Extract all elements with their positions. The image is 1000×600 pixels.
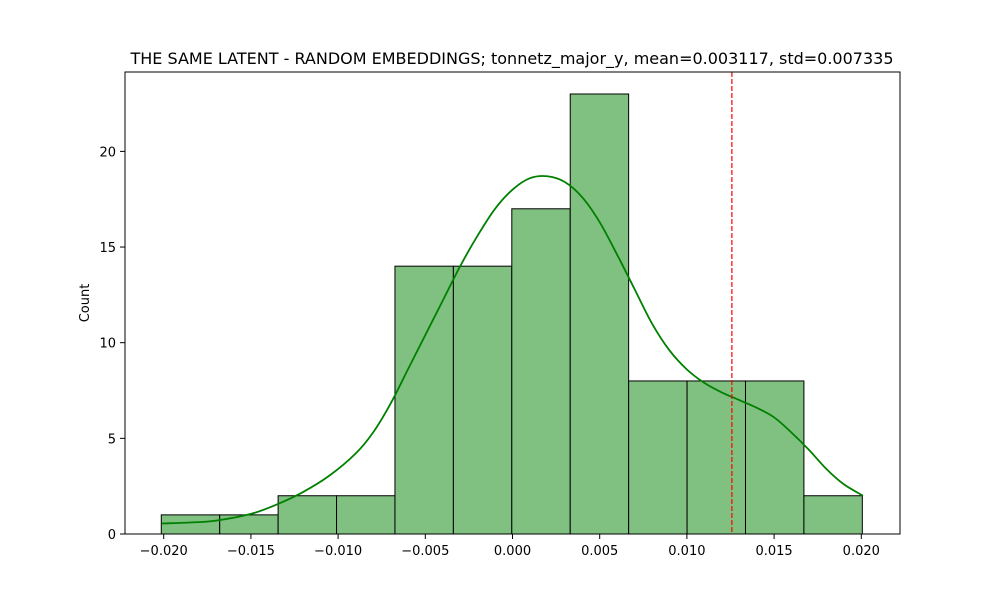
x-tick-label: 0.010 [668,544,705,559]
histogram-bar [452,265,513,535]
histogram-bar [511,208,571,535]
x-tick-label: −0.005 [401,544,449,559]
histogram-bar [744,380,805,535]
y-axis-label: Count [78,284,93,323]
y-axis: 0 5 10 15 20 [99,145,125,543]
y-tick-label: 15 [99,241,116,256]
x-tick-label: 0.020 [843,544,880,559]
kde-layer [161,175,864,525]
y-tick-label: 20 [99,145,116,160]
y-tick-label: 0 [108,528,116,543]
histogram-bar [569,93,630,535]
histogram-bar [628,380,688,535]
kde-line [161,175,864,525]
x-tick-label: 0.000 [494,544,531,559]
histogram-bar [686,380,746,535]
chart-title: THE SAME LATENT - RANDOM EMBEDDINGS; ton… [129,49,893,69]
histogram-bar [336,495,396,535]
histogram-bar [160,514,221,535]
x-tick-label: 0.015 [755,544,792,559]
histogram-bar [803,495,863,535]
histogram-bar [277,495,338,535]
y-tick-label: 5 [108,432,116,447]
x-tick-label: −0.010 [314,544,362,559]
histogram-bar [394,265,454,535]
x-tick-label: −0.020 [140,544,188,559]
histogram-bar [219,514,279,535]
bars-layer [160,93,863,535]
x-tick-label: 0.005 [581,544,618,559]
x-axis: −0.020 −0.015 −0.010 −0.005 0.000 0.005 0.010 0… [140,534,880,559]
y-tick-label: 10 [99,337,116,352]
x-tick-label: −0.015 [227,544,275,559]
